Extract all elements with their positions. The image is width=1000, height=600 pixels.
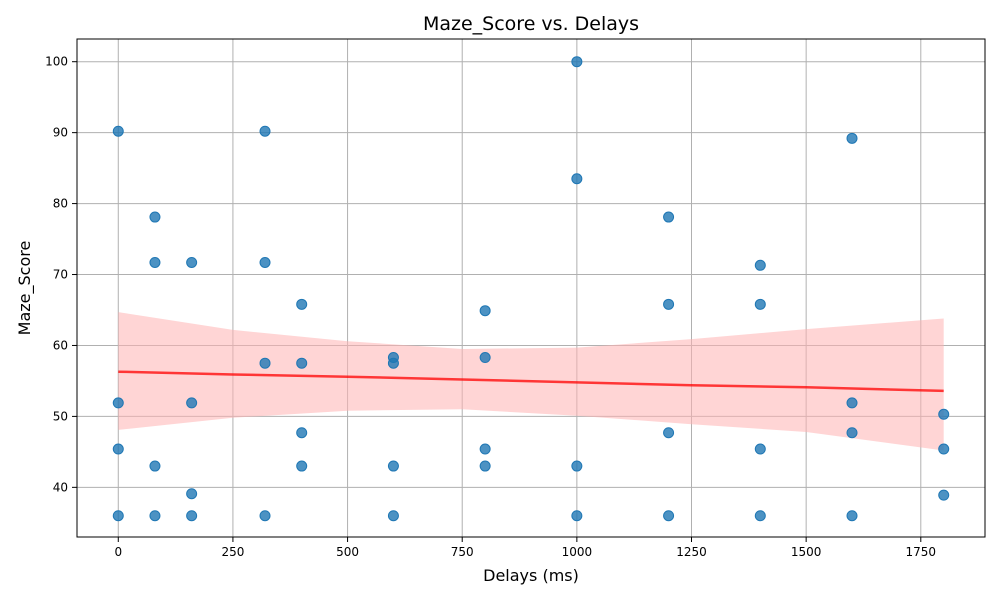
data-point	[186, 488, 198, 500]
data-point	[938, 408, 950, 420]
y-tick-label: 60	[53, 338, 68, 352]
data-point	[112, 125, 124, 137]
data-point	[296, 460, 308, 472]
plot-frame	[76, 38, 986, 538]
data-point	[846, 510, 858, 522]
data-point	[846, 132, 858, 144]
data-point	[387, 357, 399, 369]
data-point	[663, 510, 675, 522]
x-tick-label: 1000	[562, 545, 593, 559]
data-point	[938, 489, 950, 501]
y-tick-label: 90	[53, 126, 68, 140]
data-point	[571, 460, 583, 472]
data-point	[259, 510, 271, 522]
data-point	[296, 357, 308, 369]
data-point	[663, 427, 675, 439]
data-points	[112, 56, 950, 522]
x-axis-ticks: 0 250 500 750 1000 1250 1500 1750	[114, 537, 936, 559]
data-point	[149, 211, 161, 223]
data-point	[149, 256, 161, 268]
data-point	[186, 510, 198, 522]
x-tick-label: 1750	[906, 545, 937, 559]
x-tick-label: 1250	[676, 545, 707, 559]
regression-line-layer	[118, 370, 944, 393]
data-point	[479, 443, 491, 455]
x-tick-label: 750	[451, 545, 474, 559]
y-tick-label: 70	[53, 268, 68, 282]
data-point	[754, 298, 766, 310]
data-point	[259, 256, 271, 268]
y-axis-label: Maze_Score	[15, 241, 35, 336]
x-tick-label: 0	[114, 545, 122, 559]
data-point	[571, 510, 583, 522]
data-point	[387, 460, 399, 472]
data-point	[259, 357, 271, 369]
data-point	[186, 256, 198, 268]
regression-line	[118, 370, 944, 393]
data-point	[938, 443, 950, 455]
y-tick-label: 100	[45, 55, 68, 69]
data-point	[571, 56, 583, 68]
data-point	[112, 443, 124, 455]
data-point	[479, 305, 491, 317]
y-axis-ticks: 40 50 60 70 80 90 100	[45, 55, 77, 494]
data-point	[112, 510, 124, 522]
data-point	[149, 510, 161, 522]
grid-lines	[77, 39, 985, 537]
data-point	[846, 427, 858, 439]
data-point	[259, 125, 271, 137]
chart-title: Maze_Score vs. Delays	[423, 13, 639, 35]
data-point	[479, 352, 491, 364]
data-point	[846, 397, 858, 409]
data-point	[754, 443, 766, 455]
data-point	[296, 298, 308, 310]
data-point	[663, 298, 675, 310]
data-point	[296, 427, 308, 439]
data-point	[571, 173, 583, 185]
data-point	[479, 460, 491, 472]
x-tick-label: 500	[336, 545, 359, 559]
y-tick-label: 80	[53, 197, 68, 211]
data-point	[186, 397, 198, 409]
x-axis-label: Delays (ms)	[483, 566, 579, 585]
data-point	[149, 460, 161, 472]
x-tick-label: 250	[221, 545, 244, 559]
data-point	[112, 397, 124, 409]
y-tick-label: 40	[53, 480, 68, 494]
y-tick-label: 50	[53, 409, 68, 423]
data-point	[387, 510, 399, 522]
data-point	[754, 510, 766, 522]
data-point	[663, 211, 675, 223]
x-tick-label: 1500	[791, 545, 822, 559]
data-point	[754, 259, 766, 271]
